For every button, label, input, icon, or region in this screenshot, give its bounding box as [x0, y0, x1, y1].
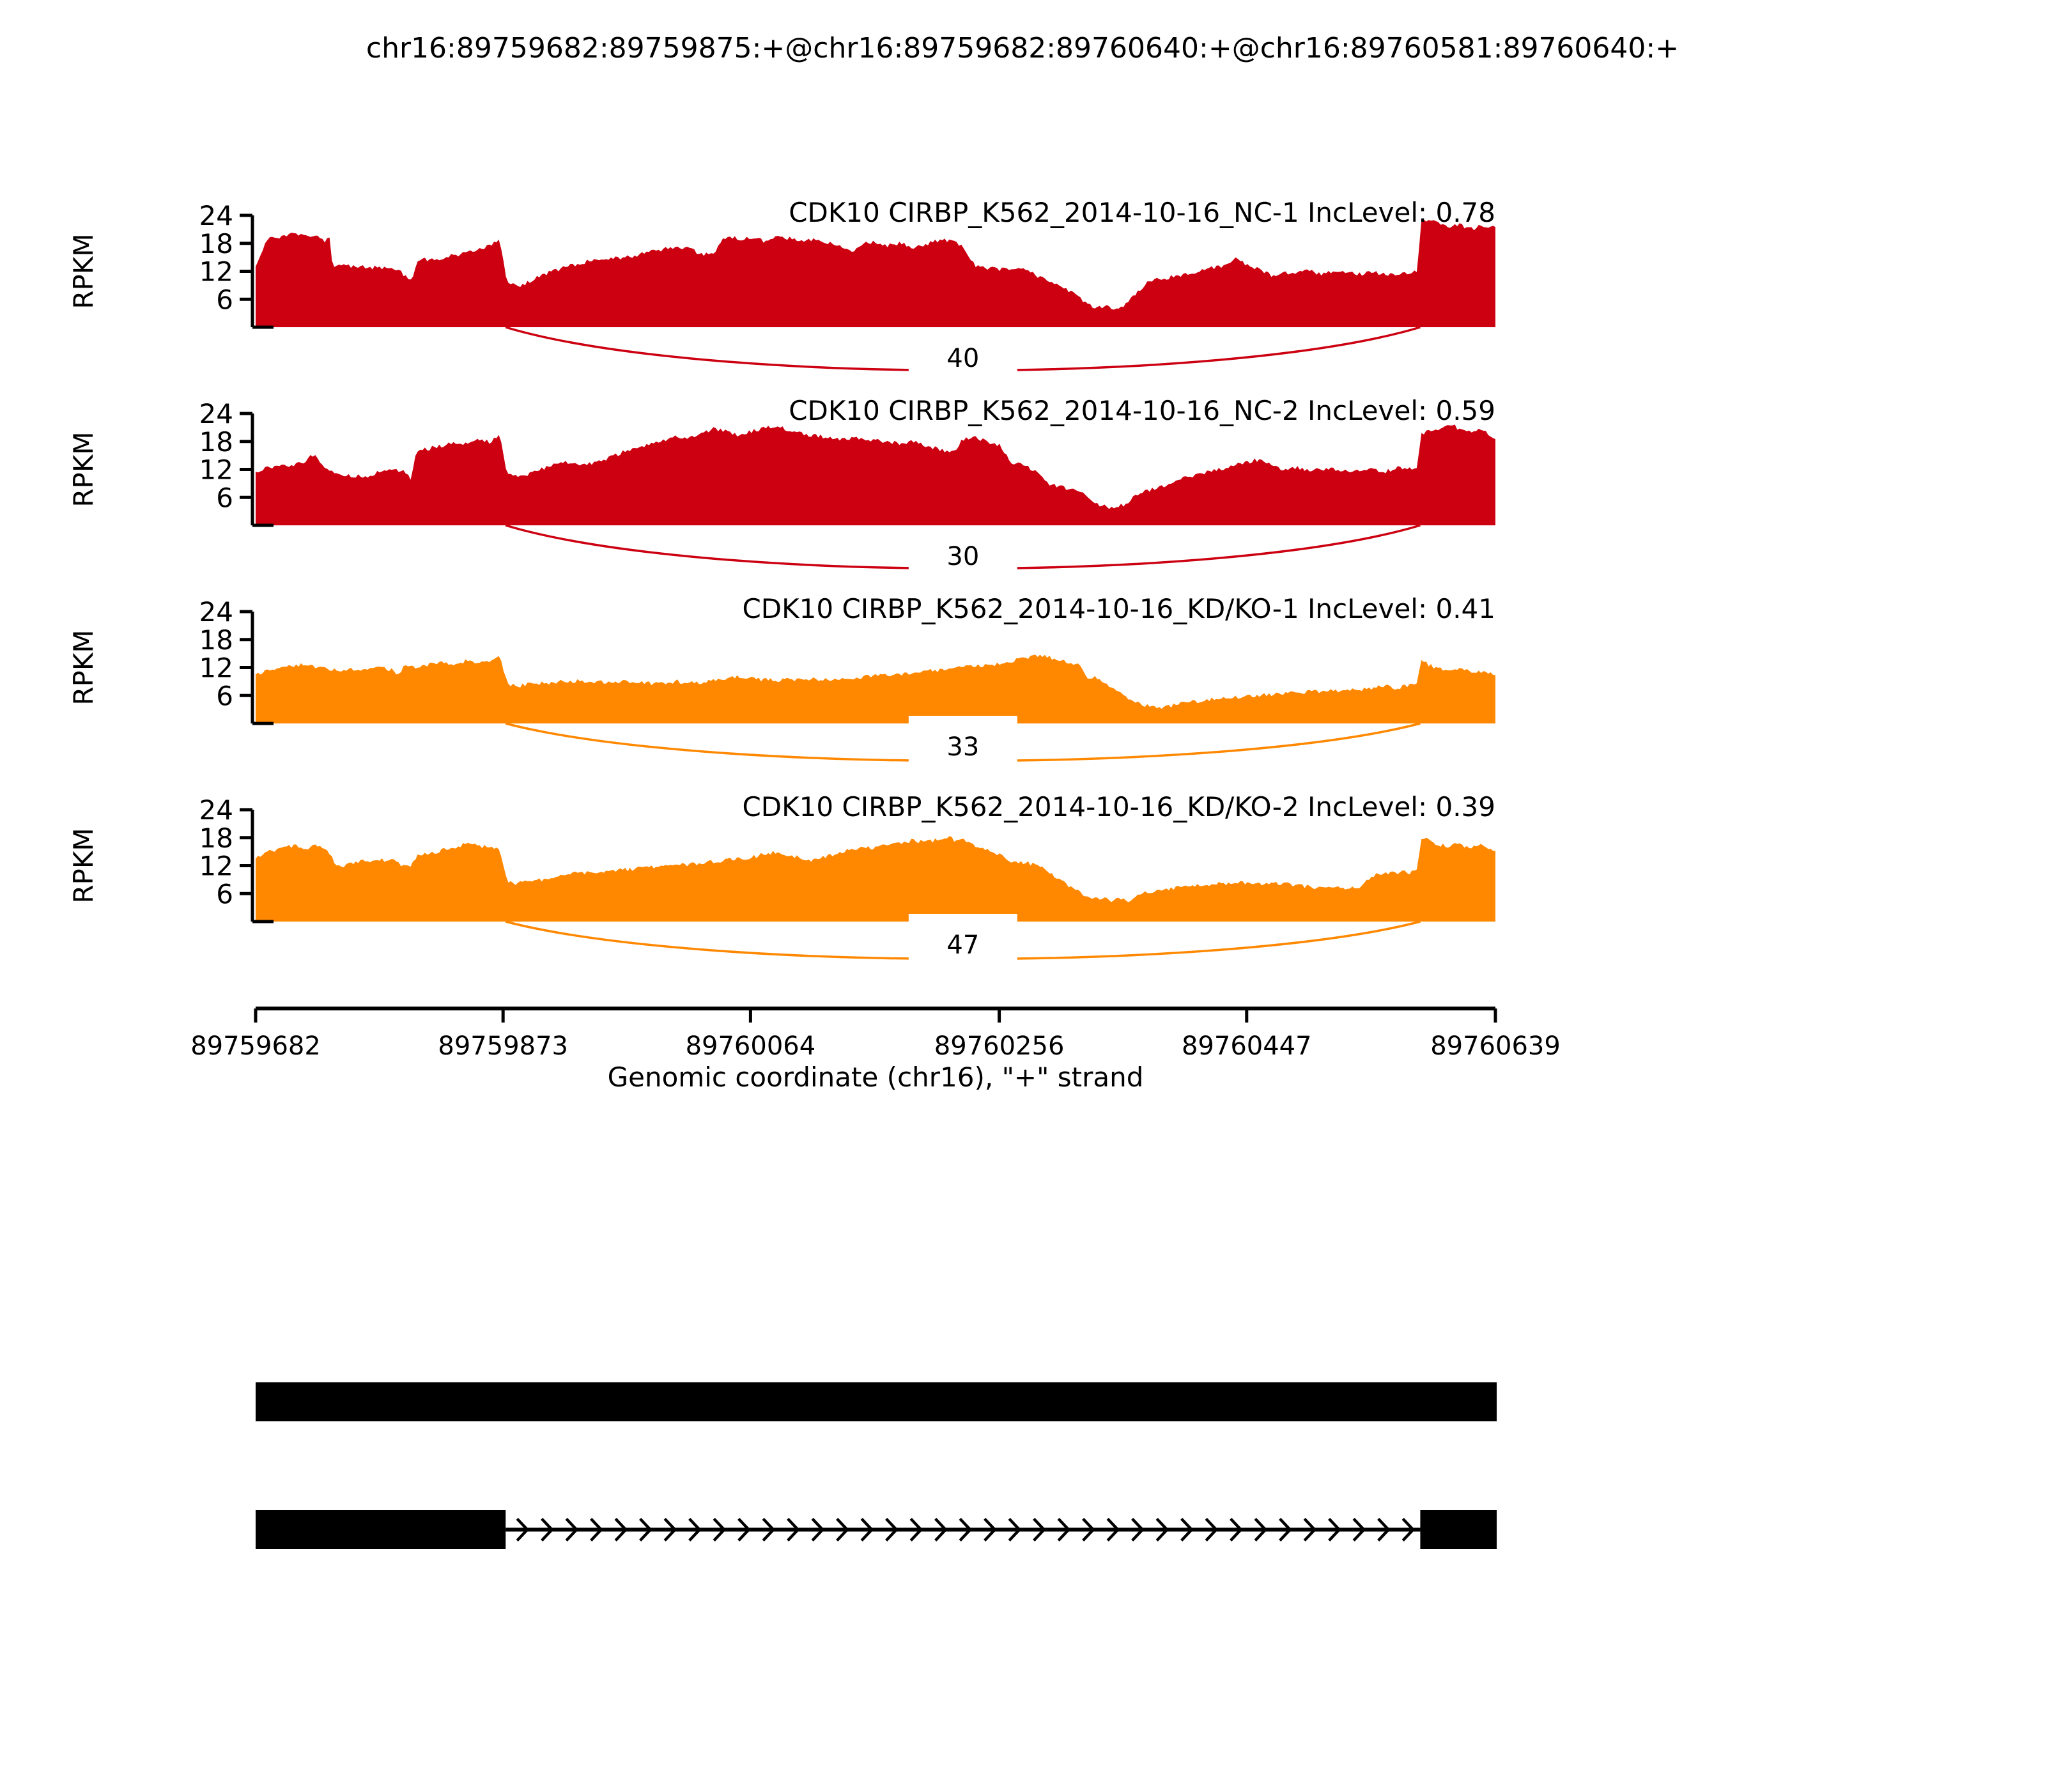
- coverage-area: [256, 219, 1495, 327]
- strand-arrow: [1303, 1517, 1317, 1542]
- junction-count-box: [908, 716, 1017, 764]
- plot-title: chr16:89759682:89759875:+@chr16:89759682…: [366, 32, 1679, 65]
- strand-arrow: [811, 1517, 825, 1542]
- strand-arrow: [1057, 1517, 1071, 1542]
- x-tick-label: 89760447: [1182, 1031, 1312, 1061]
- strand-arrow: [1082, 1517, 1095, 1542]
- strand-arrow: [1254, 1517, 1268, 1542]
- y-tick-label: 12: [199, 851, 233, 882]
- strand-arrow: [1352, 1517, 1366, 1542]
- y-tick-label: 18: [199, 228, 233, 259]
- y-axis-title: RPKM: [68, 630, 99, 705]
- exon-rect: [1420, 1510, 1497, 1549]
- strand-arrow: [984, 1517, 997, 1542]
- strand-arrow: [688, 1517, 702, 1542]
- y-tick-label: 6: [216, 878, 233, 909]
- strand-arrow: [663, 1517, 677, 1542]
- junction-count-label: 47: [946, 931, 979, 960]
- track-label: CDK10 CIRBP_K562_2014-10-16_KD/KO-2 IncL…: [742, 791, 1495, 823]
- strand-arrow: [1033, 1517, 1046, 1542]
- y-tick-label: 6: [216, 482, 233, 513]
- x-tick-label: 89759873: [438, 1031, 568, 1061]
- strand-arrow: [1279, 1517, 1292, 1542]
- x-axis: 89759682 89759873 89760064 89760256 89760447…: [190, 1007, 1561, 1061]
- y-tick-label: 12: [199, 256, 233, 288]
- junction-count-label: 33: [946, 732, 979, 762]
- x-tick-label: 89760639: [1430, 1031, 1561, 1061]
- strand-arrow: [590, 1517, 603, 1542]
- coverage-area: [256, 654, 1495, 723]
- x-tick-label: 89760064: [686, 1031, 816, 1061]
- y-tick-label: 24: [199, 794, 233, 826]
- skipping-isoform: [256, 1510, 1497, 1549]
- x-axis-title: Genomic coordinate (chr16), "+" strand: [608, 1062, 1144, 1093]
- junction-count-box: [908, 340, 1017, 378]
- junction-count-label: 30: [946, 542, 979, 571]
- strand-arrow: [1106, 1517, 1120, 1542]
- strand-arrow: [762, 1517, 776, 1542]
- strand-arrow: [860, 1517, 874, 1542]
- x-tick-label: 89759682: [190, 1031, 321, 1061]
- y-tick-label: 18: [199, 624, 233, 656]
- strand-arrow: [1377, 1517, 1391, 1542]
- strand-arrow: [1205, 1517, 1219, 1542]
- y-axis-title: RPKM: [68, 431, 99, 507]
- strand-arrow: [614, 1517, 628, 1542]
- y-tick-label: 24: [199, 200, 233, 231]
- strand-arrow: [1328, 1517, 1341, 1542]
- inclusion-isoform: [256, 1382, 1497, 1421]
- strand-arrow: [787, 1517, 800, 1542]
- strand-arrow: [836, 1517, 849, 1542]
- y-tick-label: 24: [199, 596, 233, 628]
- junction-count-box: [908, 538, 1017, 576]
- junction-count-label: 40: [946, 344, 979, 373]
- exon-rect: [256, 1382, 1497, 1421]
- y-tick-label: 12: [199, 454, 233, 486]
- strand-arrow: [565, 1517, 579, 1542]
- strand-arrow: [1008, 1517, 1022, 1542]
- track-label: CDK10 CIRBP_K562_2014-10-16_NC-1 IncLeve…: [789, 197, 1495, 228]
- strand-arrow: [1180, 1517, 1194, 1542]
- y-tick-label: 18: [199, 426, 233, 458]
- y-tick-label: 12: [199, 653, 233, 684]
- strand-arrow: [541, 1517, 554, 1542]
- y-axis-title: RPKM: [68, 828, 99, 903]
- junction-count-box: [908, 914, 1017, 962]
- strand-arrow: [737, 1517, 751, 1542]
- x-tick-label: 89760256: [934, 1031, 1065, 1061]
- coverage-area: [256, 836, 1495, 922]
- strand-arrow: [1230, 1517, 1243, 1542]
- coverage-area: [256, 424, 1495, 525]
- strand-arrow: [1401, 1517, 1416, 1542]
- y-axis-title: RPKM: [68, 233, 99, 309]
- strand-arrow: [909, 1517, 923, 1542]
- exon-rect: [256, 1510, 506, 1549]
- gene-structure-layer: [256, 1382, 1497, 1549]
- strand-arrow: [1131, 1517, 1145, 1542]
- strand-arrow: [1155, 1517, 1169, 1542]
- y-tick-label: 24: [199, 398, 233, 429]
- y-tick-label: 18: [199, 823, 233, 854]
- track-label: CDK10 CIRBP_K562_2014-10-16_NC-2 IncLeve…: [789, 395, 1495, 426]
- strand-arrow: [959, 1517, 973, 1542]
- track-label: CDK10 CIRBP_K562_2014-10-16_KD/KO-1 IncL…: [742, 593, 1495, 624]
- strand-arrow: [713, 1517, 727, 1542]
- strand-arrow: [639, 1517, 652, 1542]
- strand-arrow: [885, 1517, 899, 1542]
- y-tick-label: 6: [216, 284, 233, 315]
- y-tick-label: 6: [216, 680, 233, 711]
- strand-arrow: [516, 1517, 530, 1542]
- strand-arrow: [934, 1517, 948, 1542]
